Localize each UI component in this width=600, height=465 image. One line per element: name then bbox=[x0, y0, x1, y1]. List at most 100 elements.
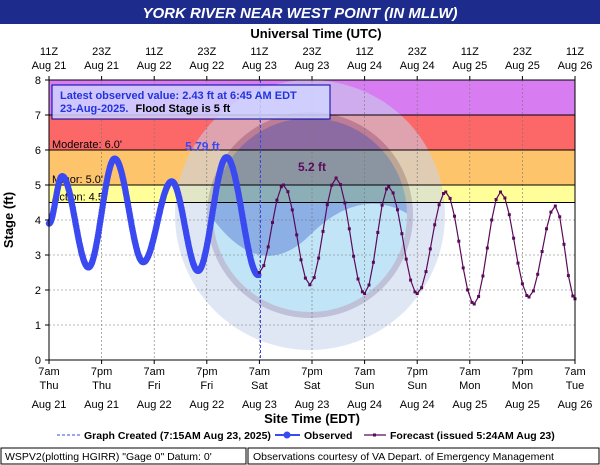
forecast-point bbox=[457, 239, 461, 243]
forecast-point bbox=[507, 213, 511, 217]
forecast-point bbox=[396, 208, 399, 212]
forecast-point bbox=[466, 288, 470, 292]
info-box: Latest observed value: 2.43 ft at 6:45 A… bbox=[51, 84, 331, 120]
legend-forecast-label: Forecast (issued 5:24AM Aug 23) bbox=[390, 430, 555, 442]
forecast-point bbox=[525, 294, 529, 297]
forecast-point bbox=[391, 191, 395, 195]
top-tick-date: Aug 21 bbox=[32, 60, 67, 72]
forecast-point bbox=[299, 258, 303, 262]
info-line-2: 23-Aug-2025. Flood Stage is 5 ft bbox=[60, 103, 231, 115]
forecast-point bbox=[527, 295, 531, 299]
x-tick-date: Aug 25 bbox=[452, 399, 487, 411]
x-tick-date: Aug 22 bbox=[137, 399, 172, 411]
forecast-point bbox=[367, 283, 371, 287]
top-tick-date: Aug 23 bbox=[242, 60, 277, 72]
top-tick-time: 23Z bbox=[92, 46, 111, 58]
x-tick-time: 7am bbox=[249, 366, 270, 378]
x-tick-day: Mon bbox=[512, 380, 533, 392]
top-tick-date: Aug 24 bbox=[400, 60, 435, 72]
x-tick-day: Tue bbox=[566, 380, 585, 392]
x-tick-day: Sat bbox=[251, 380, 268, 392]
forecast-point bbox=[562, 242, 566, 246]
forecast-point bbox=[325, 203, 329, 207]
forecast-point bbox=[420, 286, 424, 290]
top-tick-time: 11Z bbox=[566, 46, 584, 58]
x-tick-date: Aug 23 bbox=[295, 399, 330, 411]
forecast-point bbox=[433, 223, 437, 227]
x-tick-time: 7am bbox=[564, 366, 585, 378]
forecast-point bbox=[360, 290, 364, 294]
forecast-point bbox=[271, 221, 274, 224]
legend: Graph Created (7:15AM Aug 23, 2025) Obse… bbox=[57, 430, 555, 442]
y-tick-label: 6 bbox=[35, 145, 41, 157]
series bbox=[45, 80, 577, 360]
annotations: 5.79 ft 5.2 ft bbox=[185, 139, 326, 174]
x-tick-date: Aug 22 bbox=[189, 399, 224, 411]
x-tick-time: 7am bbox=[143, 366, 164, 378]
forecast-point bbox=[540, 250, 544, 253]
forecast-point bbox=[437, 203, 441, 207]
forecast-point bbox=[339, 183, 342, 187]
forecast-point bbox=[531, 289, 535, 293]
top-tick-time: 23Z bbox=[408, 46, 427, 58]
forecast-point bbox=[516, 261, 520, 265]
forecast-point bbox=[257, 271, 261, 274]
top-tick-time: 23Z bbox=[197, 46, 216, 58]
forecast-point bbox=[415, 292, 419, 295]
x-tick-time: 7am bbox=[354, 366, 375, 378]
x-tick-date: Aug 24 bbox=[400, 399, 435, 411]
flood-label-moderate: Moderate: 6.0' bbox=[52, 139, 122, 151]
top-tick-time: 23Z bbox=[303, 46, 322, 58]
top-tick-date: Aug 22 bbox=[137, 60, 172, 72]
flood-label-action: Action: 4.5' bbox=[52, 192, 106, 204]
annotation-label: 5.79 ft bbox=[185, 139, 220, 153]
forecast-point bbox=[262, 264, 266, 268]
bottom-axis-title: Site Time (EDT) bbox=[264, 411, 360, 426]
x-tick-day: Sun bbox=[355, 380, 375, 392]
forecast-point bbox=[352, 254, 356, 258]
chart-title: YORK RIVER NEAR WEST POINT (IN MLLW) bbox=[143, 5, 458, 22]
top-tick-time: 11Z bbox=[40, 46, 58, 58]
y-tick-label: 5 bbox=[35, 180, 41, 192]
x-tick-day: Fri bbox=[200, 380, 213, 392]
forecast-point bbox=[266, 245, 270, 249]
forecast-point bbox=[503, 196, 507, 200]
forecast-point bbox=[472, 302, 476, 306]
x-tick-day: Sat bbox=[304, 380, 321, 392]
legend-observed-label: Observed bbox=[304, 430, 352, 442]
top-tick-time: 23Z bbox=[513, 46, 532, 58]
forecast-point bbox=[279, 185, 283, 189]
top-tick-date: Aug 24 bbox=[347, 60, 382, 72]
top-axis-title: Universal Time (UTC) bbox=[250, 26, 381, 41]
forecast-point bbox=[461, 266, 465, 270]
forecast-point bbox=[404, 257, 408, 261]
y-tick-label: 1 bbox=[35, 320, 41, 332]
forecast-point bbox=[321, 229, 325, 233]
forecast-point bbox=[385, 187, 388, 191]
footer-left: WSPV2(plotting HGIRR) "Gage 0" Datum: 0' bbox=[5, 451, 212, 463]
forecast-point bbox=[448, 196, 452, 200]
forecast-point bbox=[499, 190, 502, 194]
x-tick-date: Aug 25 bbox=[505, 399, 540, 411]
forecast-point bbox=[490, 218, 494, 222]
x-tick-day: Fri bbox=[148, 380, 161, 392]
forecast-point bbox=[481, 274, 485, 278]
y-tick-label: 4 bbox=[35, 215, 41, 227]
forecast-point bbox=[536, 272, 540, 276]
forecast-point bbox=[376, 231, 380, 234]
forecast-point bbox=[428, 247, 432, 251]
top-tick-date: Aug 21 bbox=[84, 60, 119, 72]
forecast-point bbox=[553, 204, 557, 208]
top-tick-date: Aug 22 bbox=[189, 60, 224, 72]
forecast-point bbox=[290, 208, 294, 212]
x-tick-time: 7pm bbox=[512, 366, 533, 378]
forecast-point bbox=[566, 274, 570, 278]
top-tick-date: Aug 23 bbox=[295, 60, 330, 72]
forecast-point bbox=[494, 198, 498, 201]
top-tick-date: Aug 26 bbox=[558, 60, 593, 72]
x-tick-date: Aug 24 bbox=[347, 399, 382, 411]
forecast-point bbox=[308, 283, 312, 287]
y-tick-label: 2 bbox=[35, 285, 41, 297]
x-tick-time: 7pm bbox=[91, 366, 112, 378]
